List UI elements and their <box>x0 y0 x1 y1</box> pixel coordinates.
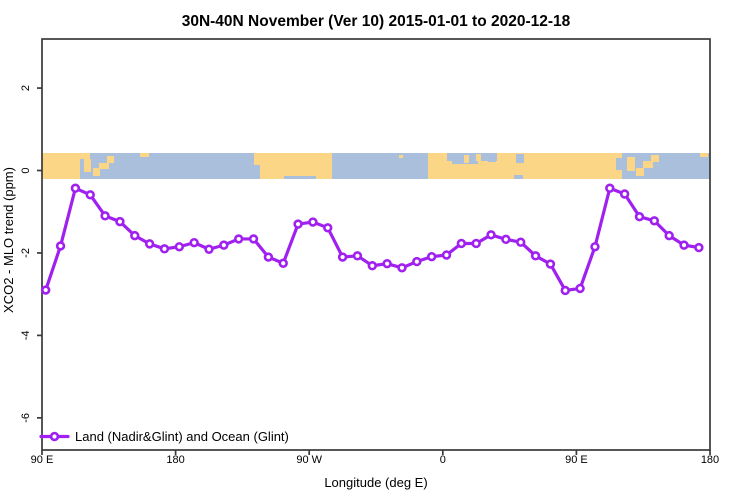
data-point <box>530 251 541 261</box>
data-point <box>486 230 496 240</box>
map-band-land-patch <box>99 163 109 169</box>
data-point <box>471 238 481 249</box>
map-band-sea-patch <box>616 158 623 170</box>
map-band-island-patch <box>476 154 481 161</box>
x-tick-label: 90 E <box>565 454 588 466</box>
map-band-land-patch <box>84 159 91 172</box>
map-band-sea-patch <box>514 175 523 179</box>
data-point <box>367 261 377 271</box>
data-point <box>397 263 407 273</box>
data-point <box>516 237 526 247</box>
data-point <box>219 240 229 250</box>
plot-box <box>41 38 711 451</box>
map-band-land-patch <box>260 153 332 179</box>
data-point <box>130 230 140 241</box>
y-tick-label: -6 <box>20 413 32 423</box>
data-point <box>575 283 585 294</box>
legend-marker-icon <box>49 431 60 442</box>
data-point <box>649 216 660 226</box>
data-point <box>352 251 363 261</box>
x-axis-label: Longitude (deg E) <box>324 475 427 490</box>
data-point <box>293 219 303 229</box>
map-band-land-patch <box>107 156 114 163</box>
map-band-island-patch <box>464 155 469 163</box>
data-point <box>501 234 511 245</box>
data-point <box>55 241 66 251</box>
data-point <box>248 234 259 244</box>
data-point <box>189 237 199 248</box>
x-tick-label: 90 W <box>296 454 322 466</box>
map-band-land-patch <box>42 153 80 179</box>
map-band-sea-patch <box>516 154 524 163</box>
data-point <box>590 242 600 252</box>
data-point <box>278 258 288 268</box>
map-band-sea-patch <box>284 176 316 179</box>
map-band-land-patch <box>93 168 100 176</box>
y-tick-label: -2 <box>20 248 32 258</box>
data-point <box>605 183 615 193</box>
data-point <box>159 244 170 254</box>
map-band-land-patch <box>636 168 644 176</box>
y-tick-label: 0 <box>20 167 32 173</box>
data-point <box>560 285 570 296</box>
data-point <box>694 242 704 253</box>
data-point <box>426 251 437 262</box>
data-point <box>664 230 674 241</box>
data-point <box>100 211 110 221</box>
map-band-sea-patch <box>488 158 496 162</box>
data-point <box>204 244 214 254</box>
map-band-sea-patch <box>447 153 497 161</box>
map-band-land-patch <box>700 153 708 157</box>
data-point <box>263 252 274 262</box>
y-axis-label: XCO2 - MLO trend (ppm) <box>1 167 16 313</box>
y-tick-label: 2 <box>20 85 32 91</box>
x-tick-label: 90 E <box>31 454 54 466</box>
x-tick-label: 180 <box>701 454 719 466</box>
data-point <box>619 189 630 199</box>
chart-title: 30N-40N November (Ver 10) 2015-01-01 to … <box>182 13 571 30</box>
y-tick-label: -4 <box>20 331 32 341</box>
data-point <box>85 190 95 200</box>
data-point <box>456 238 467 249</box>
map-band-land-patch <box>140 153 149 157</box>
data-point <box>144 239 155 249</box>
map-band-land-patch <box>254 153 260 165</box>
map-band-land-patch <box>78 153 90 159</box>
x-tick-label: 180 <box>166 454 184 466</box>
map-band-land-patch <box>399 155 403 158</box>
data-point <box>679 240 689 250</box>
map-band-land-patch <box>651 155 659 162</box>
data-point <box>233 234 244 244</box>
data-point <box>337 252 348 262</box>
data-point <box>441 250 452 260</box>
data-point <box>115 216 125 227</box>
map-band-land-patch <box>627 157 635 171</box>
data-point <box>634 211 645 222</box>
data-point <box>323 223 333 233</box>
x-tick-label: 0 <box>440 454 446 466</box>
data-point <box>70 183 81 193</box>
data-point <box>308 217 318 227</box>
data-point <box>41 285 51 295</box>
legend-label: Land (Nadir&Glint) and Ocean (Glint) <box>75 429 289 444</box>
data-point <box>382 258 392 269</box>
data-point <box>545 259 556 269</box>
data-point <box>174 242 185 252</box>
data-point <box>412 256 422 267</box>
map-band-land-patch <box>643 161 653 168</box>
